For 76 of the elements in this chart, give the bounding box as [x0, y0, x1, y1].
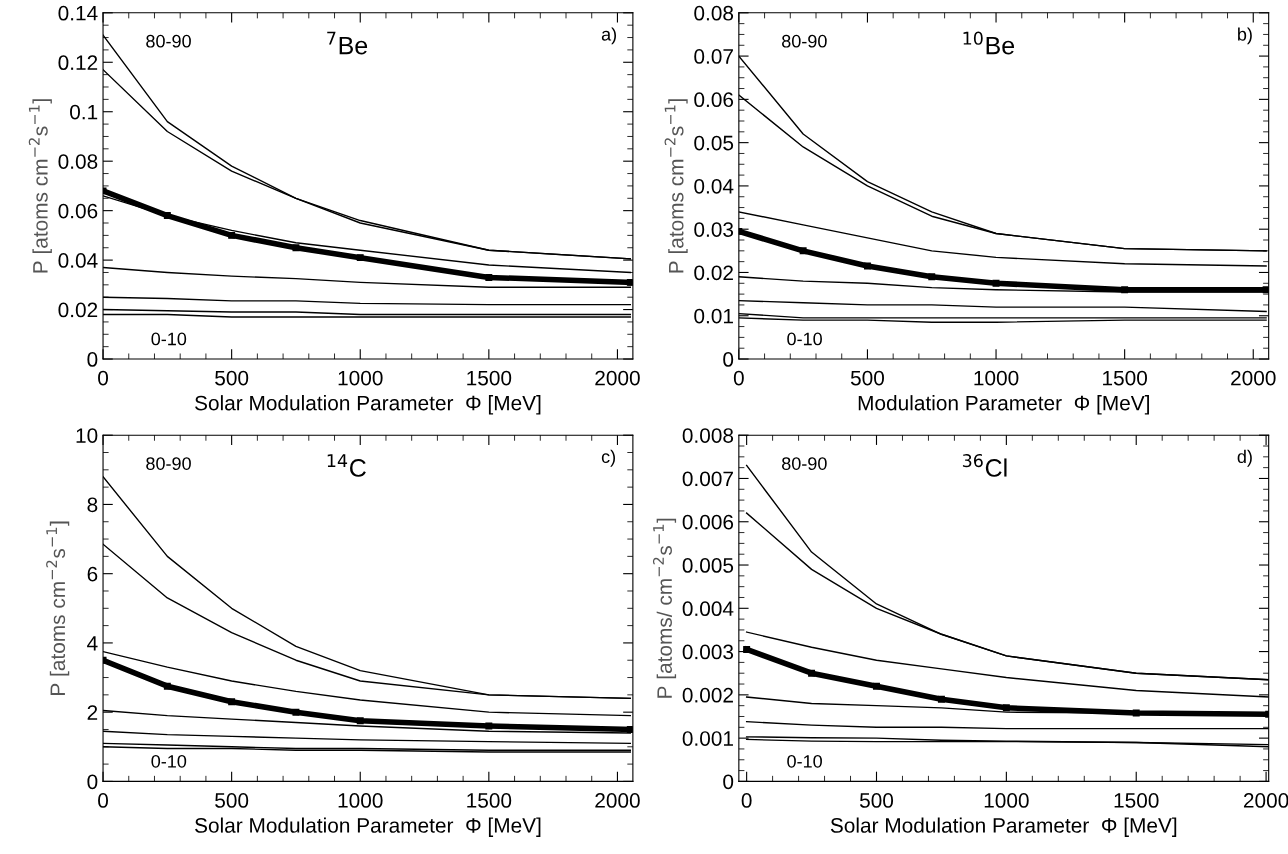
- x-axis-title: Modulation Parameter Φ [MeV]: [858, 395, 1149, 415]
- y-tick-label: 0.004: [682, 601, 734, 617]
- y-tick-label: 0.02: [694, 265, 733, 281]
- x-tick-label: 500: [215, 793, 249, 808]
- y-tick-label: 0.02: [58, 302, 98, 318]
- x-tick-label: 1500: [1114, 793, 1159, 808]
- y-tick-label: 0.007: [682, 471, 733, 487]
- x-tick-label: 0: [733, 370, 744, 386]
- x-tick-label: 500: [215, 370, 249, 386]
- x-axis-title: Solar Modulation Parameter Φ [MeV]: [830, 817, 1177, 837]
- y-tick-label: 0.08: [694, 5, 734, 21]
- y-tick-label: 0.01: [694, 308, 733, 324]
- x-tick-label: 1000: [338, 370, 383, 386]
- y-axis-title: P [atoms cm$^{−2}$s$^{−1}$]: [28, 99, 52, 273]
- y-tick-label: 0.14: [58, 5, 98, 21]
- x-tick-label: 1000: [974, 370, 1019, 386]
- x-tick-label: 1500: [467, 370, 512, 386]
- x-tick-label: 2000: [595, 793, 640, 808]
- y-tick-label: 0: [723, 774, 734, 790]
- x-axis-title: Solar Modulation Parameter Φ [MeV]: [195, 395, 541, 415]
- annotation: b): [1238, 27, 1252, 45]
- y-tick-label: 0.008: [682, 428, 734, 443]
- annotation: 80-90: [146, 457, 191, 470]
- y-tick-label: 0.07: [694, 49, 733, 64]
- y-axis-title: P [atoms cm$^{−2}$s$^{−1}$]: [664, 99, 688, 273]
- y-tick-label: 8: [87, 497, 98, 513]
- y-tick-label: 10: [76, 428, 98, 443]
- annotation: 0-10: [151, 754, 187, 768]
- x-tick-label: 1000: [984, 793, 1029, 808]
- y-tick-label: 0.1: [70, 104, 98, 120]
- x-axis-title: Solar Modulation Parameter Φ [MeV]: [195, 817, 541, 837]
- x-tick-label: 2000: [595, 370, 640, 386]
- y-tick-label: 0.06: [58, 203, 98, 219]
- y-axis-title: P [atoms cm$^{−2}$s$^{−1}$]: [46, 521, 70, 695]
- y-tick-label: 0: [87, 774, 98, 790]
- y-tick-label: 0.002: [682, 687, 733, 703]
- annotation: $^{10}$Be: [963, 31, 1015, 55]
- annotation: $^{7}$Be: [327, 31, 368, 55]
- y-tick-label: 0.04: [58, 253, 98, 268]
- y-tick-label: 0: [723, 352, 734, 367]
- y-tick-label: 0.003: [682, 644, 734, 660]
- annotation: c): [601, 449, 616, 467]
- x-tick-label: 0: [741, 793, 752, 808]
- y-tick-label: 0.06: [694, 92, 734, 108]
- x-tick-label: 500: [850, 370, 885, 386]
- annotation: a): [601, 27, 617, 45]
- y-tick-label: 0.001: [682, 731, 733, 746]
- x-tick-label: 1500: [467, 793, 512, 808]
- y-tick-label: 0.05: [694, 135, 734, 151]
- y-tick-label: 6: [87, 566, 98, 582]
- y-tick-label: 0.006: [682, 514, 734, 530]
- y-tick-label: 0.04: [694, 178, 734, 194]
- annotation: 80-90: [146, 34, 191, 48]
- y-axis-title: P [atoms/ cm$^{−2}$s$^{−1}$]: [652, 518, 677, 698]
- annotation: 80-90: [782, 457, 827, 470]
- annotation: $^{14}$C: [327, 454, 366, 477]
- x-tick-label: 1500: [1103, 370, 1148, 386]
- x-tick-label: 2000: [1231, 370, 1276, 386]
- x-tick-label: 0: [98, 793, 109, 808]
- annotation: 0-10: [787, 754, 822, 768]
- annotation: $^{36}$Cl: [962, 453, 1007, 477]
- y-tick-label: 0.03: [694, 222, 734, 237]
- annotation: 0-10: [787, 332, 822, 346]
- x-tick-label: 500: [859, 793, 894, 808]
- y-tick-label: 0.08: [58, 154, 98, 169]
- x-tick-label: 1000: [338, 793, 383, 808]
- annotation: 0-10: [151, 332, 187, 346]
- y-tick-label: 0.12: [58, 55, 98, 71]
- annotation: 80-90: [782, 34, 827, 48]
- y-tick-label: 0: [87, 352, 98, 367]
- annotation: d): [1237, 449, 1252, 467]
- x-tick-label: 0: [98, 370, 109, 386]
- y-tick-label: 0.005: [682, 558, 734, 573]
- y-tick-label: 4: [87, 636, 98, 651]
- y-tick-label: 2: [87, 705, 98, 720]
- x-tick-label: 2000: [1243, 793, 1288, 808]
